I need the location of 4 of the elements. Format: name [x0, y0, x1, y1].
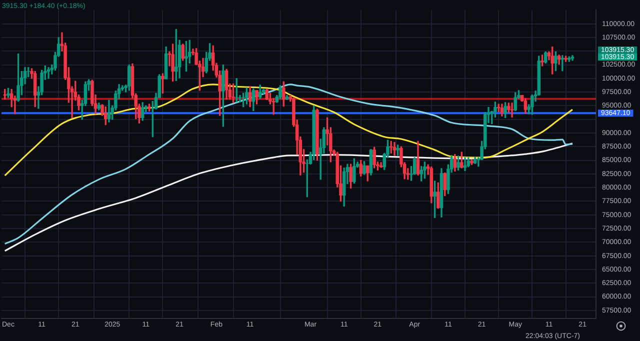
line-series [4, 84, 574, 245]
line-series [4, 84, 574, 176]
line-series [4, 142, 574, 252]
candlestick [510, 102, 514, 118]
